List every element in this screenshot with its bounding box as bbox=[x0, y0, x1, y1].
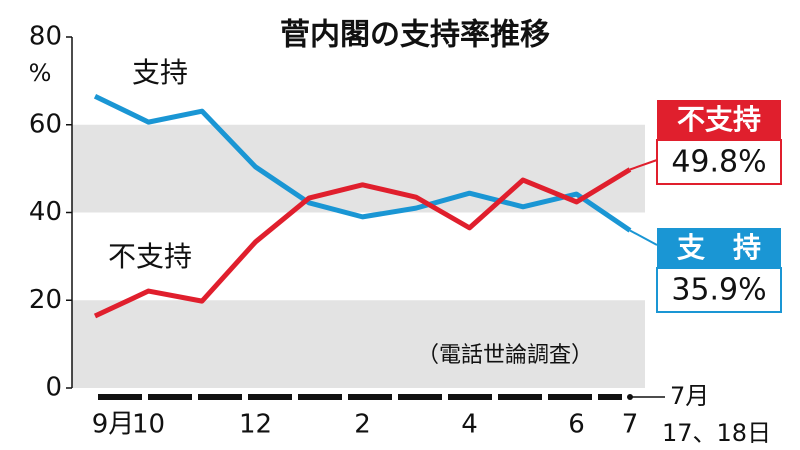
x-tick-label: 7 bbox=[622, 410, 639, 440]
y-tick-label: 40 bbox=[29, 197, 62, 227]
x-tick-label: 2 bbox=[354, 410, 371, 440]
leader-line bbox=[629, 159, 658, 171]
x-tick-label: 6 bbox=[568, 410, 585, 440]
shaded-band bbox=[72, 124, 645, 213]
series-line bbox=[93, 93, 632, 233]
y-tick-label: 20 bbox=[29, 285, 62, 315]
x-tick-label: 10 bbox=[132, 410, 165, 440]
end-label: 支 持 bbox=[677, 231, 761, 264]
value-label: 35.9% bbox=[671, 273, 766, 308]
end-label-box bbox=[657, 228, 781, 268]
x-annotation: 7月 bbox=[670, 382, 709, 410]
annotation-dot bbox=[627, 394, 633, 400]
series-line bbox=[93, 167, 632, 319]
end-value-box bbox=[656, 267, 782, 313]
y-unit: % bbox=[29, 59, 52, 87]
x-annotation: 17、18日 bbox=[662, 419, 771, 447]
series-label: 支持 bbox=[132, 56, 188, 89]
note: （電話世論調査） bbox=[417, 343, 593, 368]
chart-title: 菅内閣の支持率推移 bbox=[280, 18, 550, 53]
leader-line bbox=[629, 229, 658, 246]
x-tick-label: 12 bbox=[239, 410, 272, 440]
y-tick-label: 80 bbox=[29, 22, 62, 52]
end-label: 不支持 bbox=[677, 103, 761, 136]
y-tick-label: 60 bbox=[29, 109, 62, 139]
end-label-box bbox=[657, 100, 781, 140]
series-label: 不支持 bbox=[108, 240, 192, 273]
end-value-box bbox=[656, 139, 782, 185]
background bbox=[72, 124, 645, 388]
y-tick-label: 0 bbox=[45, 373, 62, 403]
x-tick-label: 9月 bbox=[92, 410, 135, 440]
x-tick-label: 4 bbox=[461, 410, 478, 440]
shaded-band bbox=[72, 300, 645, 388]
value-label: 49.8% bbox=[671, 145, 766, 180]
